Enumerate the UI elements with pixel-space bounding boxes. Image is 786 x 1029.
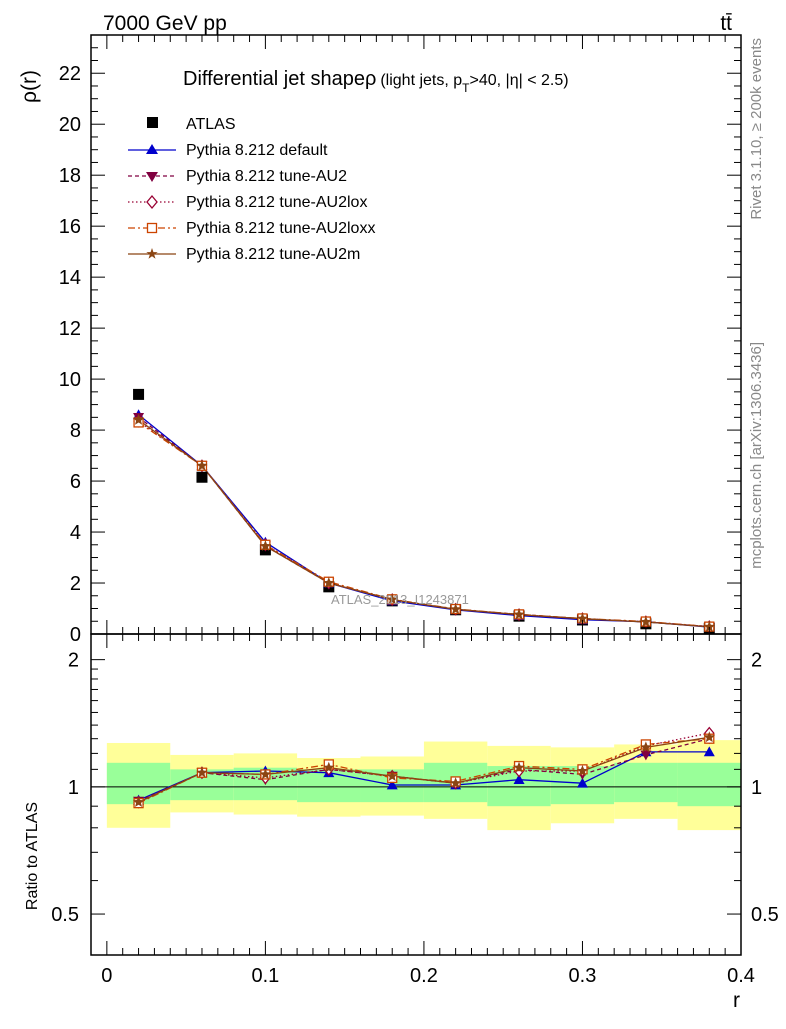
chart-title-subscript: T	[462, 81, 470, 95]
band-inner-9	[677, 762, 741, 807]
data-point-au2m-2	[259, 540, 272, 551]
ratio-frame	[90, 633, 742, 956]
ratio-point-default-9	[703, 746, 715, 757]
legend-entry-au2m: Pythia 8.212 tune-AU2m	[128, 246, 360, 263]
ratio-point-au2m-8	[640, 741, 652, 753]
y-tick-label-main-4: 4	[70, 522, 81, 544]
y-tick-label-ratio-1: 1	[68, 777, 79, 799]
y-tick-label-main-20: 20	[59, 114, 81, 136]
legend-label-au2m: Pythia 8.212 tune-AU2m	[186, 246, 360, 263]
data-point-au2m-0	[132, 413, 145, 425]
data-point-au2m-1	[196, 459, 208, 471]
ratio-point-default-6	[513, 774, 525, 785]
chart-title-sub: (light jets, p	[380, 72, 462, 89]
series-lines	[138, 414, 710, 804]
ratio-point-au2m-1	[196, 766, 208, 778]
y-tick-label-main-22: 22	[59, 63, 81, 85]
header-left: 7000 GeV pp	[103, 12, 227, 35]
data-point-au2m-7	[576, 612, 589, 624]
y-tick-label-ratio-right-1: 1	[751, 777, 762, 799]
legend-entry-au2lox: Pythia 8.212 tune-AU2lox	[128, 194, 367, 211]
ratio-point-au2m-3	[323, 761, 335, 773]
y-tick-label-ratio-right-2: 2	[751, 650, 762, 672]
ratio-point-default-4	[386, 779, 398, 790]
ratio-point-au2m-6	[513, 761, 525, 773]
header-right: tt̄	[720, 12, 732, 35]
y-tick-label-ratio-right-0.5: 0.5	[751, 904, 779, 926]
y-tick-label-main-2: 2	[70, 573, 81, 595]
chart-title: Differential jet shapeρ (light jets, pT>4…	[183, 68, 569, 95]
y-tick-label-main-14: 14	[59, 267, 81, 289]
legend-entry-default: Pythia 8.212 default	[128, 142, 328, 159]
ratio-line-au2m	[138, 736, 710, 803]
series-line-au2m	[138, 419, 710, 628]
ratio-bands	[91, 740, 741, 831]
legend: ATLAS Pythia 8.212 default Pythia 8.212 …	[128, 116, 375, 263]
x-tick-label-0.2: 0.2	[410, 965, 438, 987]
chart-title-sub-rest: >40, |η| < 2.5)	[470, 72, 569, 89]
y-tick-label-main-10: 10	[59, 369, 81, 391]
legend-entry-atlas: ATLAS	[147, 116, 236, 133]
ratio-point-default-7	[576, 777, 588, 788]
y-tick-label-main-18: 18	[59, 165, 81, 187]
legend-marker-default	[146, 144, 158, 154]
y-tick-label-ratio-2: 2	[68, 650, 79, 672]
data-point-au2m-8	[640, 616, 652, 627]
x-axis-label: r	[733, 989, 740, 1012]
rivet-label: Rivet 3.1.10, ≥ 200k events	[748, 38, 765, 220]
y-tick-label-main-8: 8	[70, 420, 81, 442]
ratio-point-au2m-2	[259, 768, 272, 780]
legend-marker-au2lox	[146, 194, 158, 210]
legend-marker-au2loxx	[146, 222, 158, 234]
axes	[90, 34, 742, 956]
band-inner-8	[614, 762, 678, 803]
ratio-point-au2m-0	[132, 796, 145, 807]
ratio-point-au2m-4	[386, 770, 398, 781]
y-axis-label-ratio: Ratio to ATLAS	[24, 802, 41, 910]
legend-marker-atlas	[147, 117, 158, 128]
chart-title-main: Differential jet shapeρ	[183, 68, 376, 90]
y-tick-label-ratio-0.5: 0.5	[51, 904, 79, 926]
x-tick-label-0: 0	[101, 965, 112, 987]
legend-entry-au2loxx: Pythia 8.212 tune-AU2loxx	[128, 220, 375, 237]
legend-label-au2lox: Pythia 8.212 tune-AU2lox	[186, 194, 367, 211]
legend-label-default: Pythia 8.212 default	[186, 142, 328, 159]
ratio-point-au2m-5	[449, 777, 462, 789]
data-point-data-0	[133, 388, 145, 400]
ratio-line-default	[138, 751, 710, 801]
legend-marker-au2	[146, 172, 158, 182]
y-tick-label-main-12: 12	[59, 318, 81, 340]
legend-label-au2loxx: Pythia 8.212 tune-AU2loxx	[186, 220, 375, 237]
ratio-point-au2m-9	[703, 731, 715, 743]
ratio-point-au2-8	[640, 750, 652, 761]
data-point-au2m-9	[703, 620, 715, 632]
data-point-au2m-5	[449, 603, 462, 615]
data-point-au2m-4	[386, 593, 398, 605]
series-markers	[132, 388, 715, 809]
ratio-line-au2	[138, 738, 710, 802]
x-tick-label-0.1: 0.1	[251, 965, 279, 987]
y-tick-label-main-0: 0	[70, 624, 81, 646]
y-tick-label-main-16: 16	[59, 216, 81, 238]
y-axis-label-main: ρ(r)	[18, 70, 41, 103]
x-tick-label-0.3: 0.3	[569, 965, 597, 987]
ratio-point-au2m-7	[576, 765, 589, 776]
mcplots-label: mcplots.cern.ch [arXiv:1306.3436]	[748, 342, 765, 569]
x-tick-label-0.4: 0.4	[727, 965, 755, 987]
y-tick-label-main-6: 6	[70, 471, 81, 493]
analysis-watermark: ATLAS_2013_I1243871	[331, 592, 469, 607]
data-point-au2m-6	[513, 608, 525, 620]
legend-label-atlas: ATLAS	[186, 116, 236, 133]
legend-label-au2: Pythia 8.212 tune-AU2	[186, 168, 347, 185]
legend-entry-au2: Pythia 8.212 tune-AU2	[128, 168, 347, 185]
data-point-au2m-3	[323, 577, 335, 588]
data-point-data-1	[196, 471, 208, 483]
legend-marker-au2m	[146, 248, 158, 259]
